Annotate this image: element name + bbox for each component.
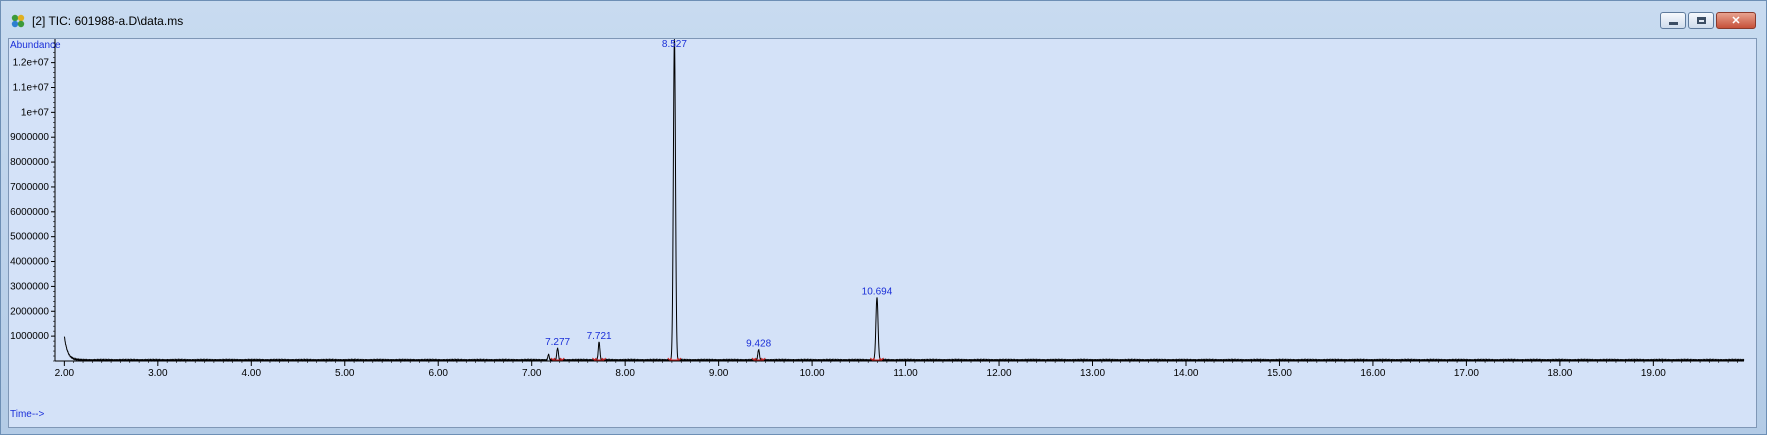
peak-label: 8.527 [662,39,687,50]
y-tick-label: 1000000 [10,331,49,342]
x-tick-label: 5.00 [335,368,355,379]
y-tick-label: 3000000 [10,281,49,292]
x-tick-label: 2.00 [55,368,75,379]
x-tick-label: 19.00 [1641,368,1666,379]
title-bar[interactable]: [2] TIC: 601988-a.D\data.ms ✕ [1,1,1766,37]
peak-end-tick [676,357,682,361]
peak-end-tick [601,357,607,361]
y-tick-label: 6000000 [10,207,49,218]
y-tick-label: 4000000 [10,257,49,268]
peak-label: 10.694 [862,286,893,297]
peak-start-tick [667,357,673,361]
x-tick-label: 6.00 [428,368,448,379]
axes: 1000000 2000000 3000000 4000000 5000000 60000… [10,39,1744,379]
y-tick-label: 1.1e+07 [13,82,50,93]
minimize-icon [1669,22,1678,25]
peak-labels: 7.277 7.721 8.527 9.428 10.694 [545,39,893,361]
x-tick-label: 8.00 [615,368,635,379]
y-tick-label: 5000000 [10,232,49,243]
y-axis-label: Abundance [10,40,61,51]
tic-trace [63,39,1745,362]
trace-group [63,39,1745,362]
restore-icon [1697,17,1706,24]
peak-end-tick [879,357,885,361]
peak-start-tick [751,357,757,361]
x-tick-label: 15.00 [1267,368,1292,379]
peak-end-tick [760,357,766,361]
restore-button[interactable] [1688,12,1714,29]
x-tick-label: 13.00 [1080,368,1105,379]
peak-start-tick [592,357,597,361]
y-tick-label: 7000000 [10,182,49,193]
peak-label: 7.277 [545,337,570,348]
x-tick-label: 11.00 [893,368,918,379]
y-tick-label: 9000000 [10,132,49,143]
x-tick-label: 4.00 [242,368,262,379]
x-tick-label: 3.00 [148,368,168,379]
peak-start-tick [869,357,875,361]
x-axis-label: Time--> [10,409,45,420]
close-icon: ✕ [1731,15,1741,27]
peak-start-tick [550,357,556,361]
close-button[interactable]: ✕ [1716,12,1756,29]
x-tick-label: 17.00 [1454,368,1479,379]
y-tick-label: 1.2e+07 [13,58,50,69]
peak-end-tick [559,357,565,361]
y-tick-label: 8000000 [10,157,49,168]
x-tick-label: 12.00 [987,368,1012,379]
plot-area: 1000000 2000000 3000000 4000000 5000000 60000… [8,38,1757,428]
x-tick-label: 18.00 [1547,368,1572,379]
x-tick-label: 9.00 [709,368,729,379]
chromatogram-app-icon [11,14,25,28]
peak-label: 9.428 [746,339,771,350]
x-tick-label: 16.00 [1360,368,1385,379]
minimize-button[interactable] [1660,12,1686,29]
y-tick-label: 1e+07 [21,107,50,118]
x-tick-label: 14.00 [1173,368,1198,379]
x-tick-label: 10.00 [800,368,825,379]
x-tick-label: 7.00 [522,368,542,379]
y-tick-label: 2000000 [10,306,49,317]
peak-label: 7.721 [587,331,612,342]
chromatogram-chart: 1000000 2000000 3000000 4000000 5000000 60000… [10,39,1745,420]
window-title: [2] TIC: 601988-a.D\data.ms [32,14,184,28]
